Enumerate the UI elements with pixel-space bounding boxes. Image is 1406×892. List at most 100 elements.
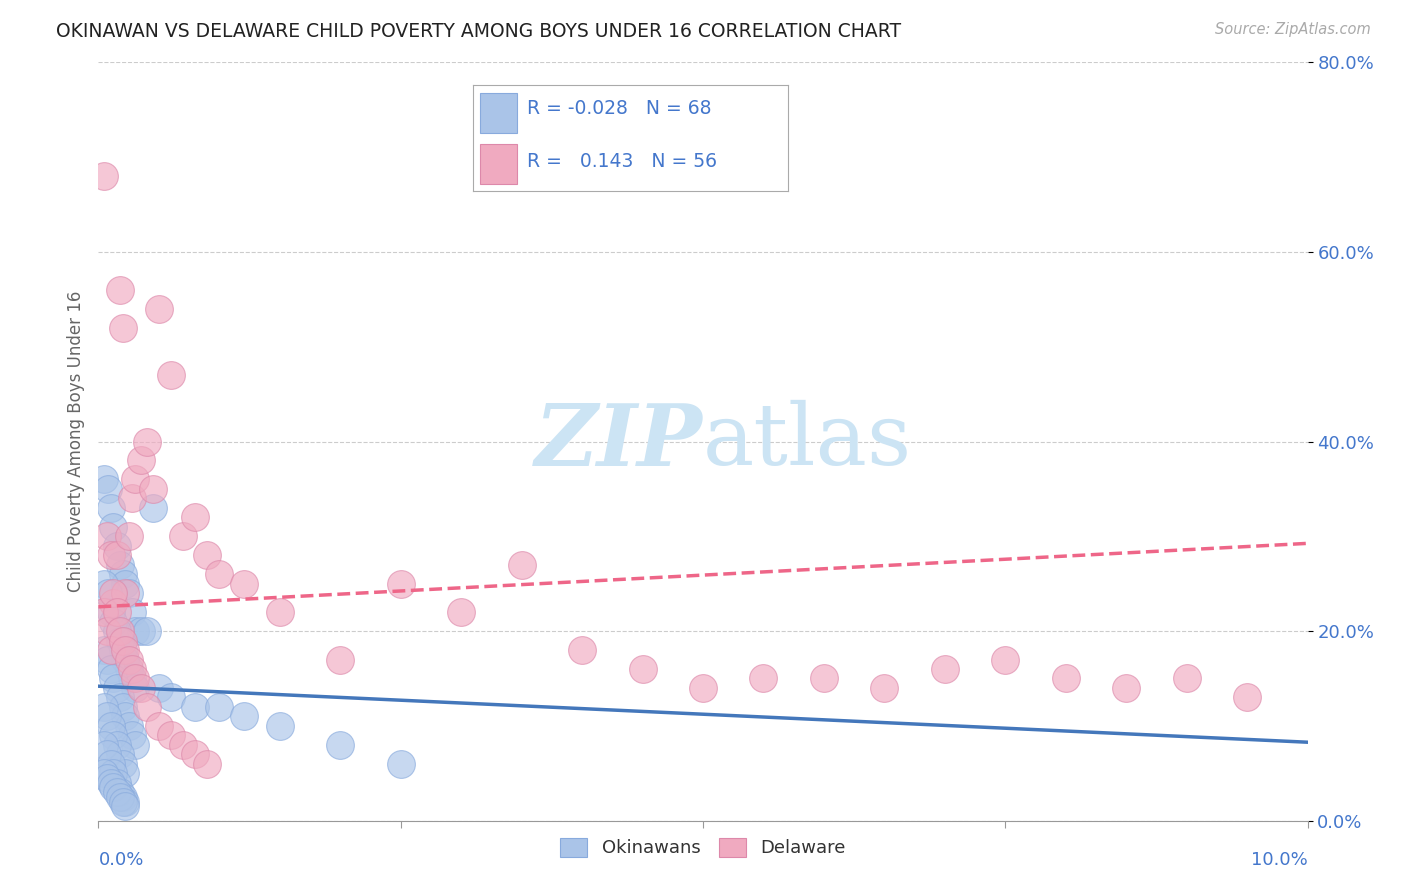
Point (160, 690, 183, 705)
Point (135, 699, 157, 714)
Point (510, 558, 533, 572)
Point (111, 320, 134, 334)
Point (111, 567, 134, 582)
Point (100, 548, 122, 563)
Point (97, 482, 120, 496)
Point (100, 662, 122, 676)
Point (96, 652, 118, 666)
Point (118, 662, 141, 676)
Point (114, 795, 136, 809)
Point (93, 473, 115, 487)
Point (108, 624, 131, 639)
Point (329, 652, 352, 666)
Point (118, 586, 141, 600)
Point (1054, 672, 1077, 686)
Point (105, 605, 128, 619)
Point (232, 576, 254, 591)
Point (148, 301, 170, 316)
Point (118, 719, 141, 733)
Text: atlas: atlas (703, 400, 912, 483)
Point (108, 690, 131, 705)
Text: ZIP: ZIP (536, 400, 703, 483)
Point (813, 672, 835, 686)
Y-axis label: Child Poverty Among Boys Under 16: Child Poverty Among Boys Under 16 (66, 291, 84, 592)
Point (101, 672, 124, 686)
Point (124, 473, 146, 487)
Point (389, 756, 412, 771)
Point (100, 719, 122, 733)
Point (108, 785, 131, 799)
Point (121, 662, 143, 676)
Point (232, 709, 254, 723)
Point (1236, 690, 1258, 705)
Point (208, 699, 231, 714)
Point (121, 491, 143, 506)
Point (148, 681, 170, 695)
Point (121, 672, 143, 686)
Point (571, 643, 593, 657)
Point (93, 643, 115, 657)
Point (101, 586, 124, 600)
Point (93, 169, 115, 184)
Legend: Okinawans, Delaware: Okinawans, Delaware (553, 830, 853, 864)
Point (93, 766, 115, 780)
Point (752, 672, 775, 686)
Point (105, 776, 128, 790)
Point (329, 738, 352, 752)
Point (692, 681, 714, 695)
Text: Source: ZipAtlas.com: Source: ZipAtlas.com (1215, 22, 1371, 37)
Point (93, 576, 115, 591)
Point (389, 576, 412, 591)
Point (108, 633, 131, 648)
Point (105, 539, 128, 553)
Point (101, 728, 124, 742)
Point (129, 453, 152, 467)
Text: 0.0%: 0.0% (98, 851, 143, 869)
Point (101, 520, 124, 534)
Text: OKINAWAN VS DELAWARE CHILD POVERTY AMONG BOYS UNDER 16 CORRELATION CHART: OKINAWAN VS DELAWARE CHILD POVERTY AMONG… (56, 22, 901, 41)
Point (100, 605, 122, 619)
Point (100, 756, 122, 771)
Point (96, 624, 118, 639)
Point (184, 699, 207, 714)
Point (124, 738, 146, 752)
Point (96, 771, 118, 785)
Point (108, 283, 131, 297)
Point (121, 605, 143, 619)
Point (105, 624, 128, 639)
Point (994, 652, 1017, 666)
Point (118, 652, 141, 666)
Point (631, 662, 654, 676)
Point (208, 567, 231, 582)
Point (269, 605, 291, 619)
Point (105, 548, 128, 563)
Point (111, 633, 134, 648)
Point (184, 747, 207, 762)
Point (114, 766, 136, 780)
Point (93, 738, 115, 752)
Point (111, 699, 134, 714)
Point (105, 785, 128, 799)
Point (93, 699, 115, 714)
Point (97, 586, 120, 600)
Point (873, 681, 896, 695)
Point (129, 681, 152, 695)
Point (111, 643, 134, 657)
Point (114, 643, 136, 657)
Point (129, 624, 152, 639)
Point (124, 681, 146, 695)
Point (101, 615, 124, 629)
Point (111, 756, 134, 771)
Point (111, 789, 134, 804)
Point (111, 795, 134, 809)
Point (172, 738, 194, 752)
Point (934, 662, 956, 676)
Point (108, 558, 131, 572)
Text: 10.0%: 10.0% (1251, 851, 1308, 869)
Point (124, 624, 146, 639)
Point (142, 500, 165, 515)
Point (105, 738, 128, 752)
Point (100, 776, 122, 790)
Point (148, 719, 170, 733)
Point (450, 605, 472, 619)
